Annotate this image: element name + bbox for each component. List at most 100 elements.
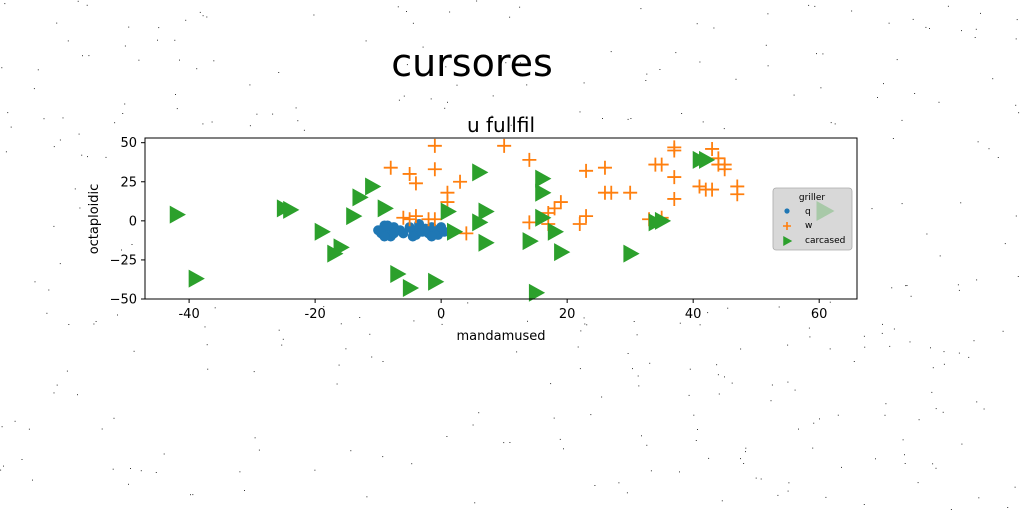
- point-q: [382, 220, 393, 231]
- legend-marker-carcased: [783, 236, 793, 246]
- y-tick-label: 50: [120, 136, 137, 151]
- point-carcased: [654, 211, 672, 230]
- y-tick-label: −25: [110, 253, 137, 268]
- point-w: [383, 160, 398, 175]
- point-carcased: [314, 222, 331, 241]
- point-w: [667, 170, 682, 185]
- x-tick-label: -20: [305, 307, 326, 322]
- point-w: [427, 212, 442, 227]
- figure-suptitle: cursores: [391, 41, 553, 85]
- point-w: [402, 212, 417, 227]
- point-carcased: [169, 205, 186, 224]
- point-q: [407, 231, 418, 242]
- series-q: [373, 218, 450, 242]
- y-tick-label: 25: [120, 175, 137, 190]
- point-w: [579, 163, 594, 178]
- plot-area: [145, 138, 857, 299]
- data-marks: [169, 138, 745, 302]
- y-tick-label: −50: [110, 293, 137, 308]
- y-tick-label: 0: [129, 214, 137, 229]
- x-tick-label: 40: [685, 307, 702, 322]
- legend-marker-w: [783, 222, 791, 230]
- point-w: [654, 157, 669, 172]
- point-carcased: [547, 222, 565, 241]
- point-w: [547, 201, 562, 216]
- point-w: [427, 162, 442, 177]
- point-carcased: [390, 264, 407, 283]
- y-axis-label: octaploidic: [87, 184, 102, 255]
- legend-box: [772, 187, 853, 251]
- y-axis-ticks: −50 −25 0 25 50: [110, 136, 145, 308]
- point-carcased: [699, 150, 716, 169]
- point-carcased-behind-legend: [816, 201, 835, 221]
- point-w: [705, 141, 720, 156]
- point-q: [379, 231, 390, 242]
- point-carcased: [554, 243, 571, 262]
- point-q: [398, 228, 409, 239]
- point-w: [427, 138, 442, 153]
- point-w: [705, 182, 720, 197]
- point-w: [396, 210, 411, 225]
- x-axis-ticks: -40 -20 0 20 40 60: [178, 299, 827, 322]
- legend-label-w: w: [805, 221, 812, 231]
- point-carcased: [535, 169, 552, 188]
- point-w: [730, 179, 745, 194]
- point-w: [522, 215, 537, 230]
- point-w: [459, 226, 474, 241]
- point-carcased: [472, 213, 489, 232]
- point-w: [522, 152, 537, 167]
- chart-title: u fullfil: [467, 113, 535, 137]
- legend-label-q: q: [805, 207, 811, 217]
- point-w: [667, 191, 682, 206]
- x-axis-label: mandamused: [456, 329, 545, 344]
- point-w: [623, 185, 638, 200]
- series-carcased: [169, 150, 716, 302]
- x-tick-label: -40: [178, 307, 199, 322]
- point-carcased: [428, 272, 445, 291]
- point-carcased: [352, 188, 369, 207]
- point-carcased: [535, 208, 552, 227]
- point-carcased: [478, 202, 495, 221]
- legend-marker-q: [784, 208, 790, 214]
- point-carcased: [402, 279, 420, 298]
- point-q: [439, 226, 450, 237]
- point-carcased: [188, 269, 205, 288]
- legend-title: griller: [799, 193, 825, 203]
- point-carcased: [377, 199, 394, 218]
- point-w: [717, 157, 732, 172]
- point-carcased: [365, 177, 382, 196]
- point-carcased: [478, 233, 495, 252]
- point-carcased: [528, 283, 546, 302]
- point-w: [604, 185, 619, 200]
- axes-border: [144, 137, 858, 300]
- x-tick-label: 0: [437, 307, 445, 322]
- point-carcased: [535, 183, 552, 202]
- point-w: [453, 174, 468, 189]
- point-w: [579, 209, 594, 224]
- point-q: [373, 225, 384, 236]
- point-carcased: [446, 222, 464, 241]
- point-w: [692, 179, 707, 194]
- point-carcased: [472, 163, 489, 182]
- legend-label-carcased: carcased: [805, 236, 845, 246]
- point-carcased: [440, 202, 457, 221]
- point-w: [497, 138, 512, 153]
- point-w: [402, 166, 417, 181]
- legend: griller q w carcased: [772, 187, 853, 251]
- point-w: [667, 140, 682, 155]
- point-carcased: [333, 238, 350, 257]
- point-w: [408, 176, 423, 191]
- point-w: [597, 160, 612, 175]
- point-w: [572, 216, 587, 231]
- x-tick-label: 60: [811, 307, 828, 322]
- point-w: [408, 209, 423, 224]
- point-carcased: [623, 244, 640, 263]
- point-carcased: [346, 207, 363, 226]
- point-carcased: [283, 200, 300, 219]
- point-q: [426, 231, 437, 242]
- point-w: [553, 195, 568, 210]
- x-tick-label: 20: [559, 307, 576, 322]
- point-carcased: [522, 232, 539, 251]
